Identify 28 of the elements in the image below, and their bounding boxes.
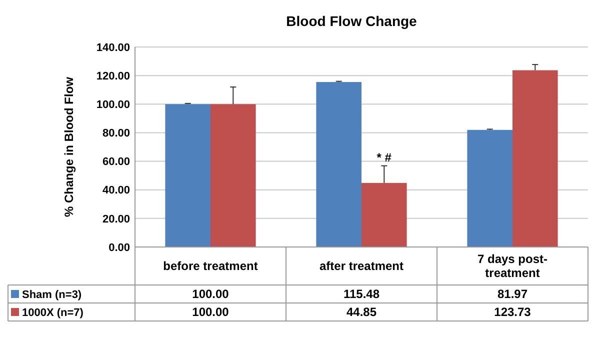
y-tick-label: 40.00 <box>102 184 130 197</box>
bar <box>362 182 407 247</box>
legend-label: Sham (n=3) <box>22 288 82 301</box>
data-label: 123.73 <box>494 305 532 320</box>
data-label: 100.00 <box>192 287 230 302</box>
bar <box>512 70 558 247</box>
y-tick-label: 100.00 <box>96 98 130 111</box>
x-tick-label: 7 days post-treatment <box>477 252 548 280</box>
y-axis-title: % Change in Blood Flow <box>62 76 76 217</box>
y-tick-label: 80.00 <box>102 128 130 140</box>
y-tick-label: 60.00 <box>102 156 130 168</box>
data-label: 81.97 <box>497 287 528 302</box>
y-tick-label: 120.00 <box>96 70 130 82</box>
annotation: * # <box>376 150 392 164</box>
bar <box>316 82 362 247</box>
bar <box>165 104 210 247</box>
data-label: 44.85 <box>346 305 377 320</box>
data-label: 100.00 <box>192 305 230 320</box>
chart-title: Blood Flow Change <box>286 13 418 29</box>
y-tick-label: 0.00 <box>108 242 130 254</box>
legend-label: 1000X (n=7) <box>22 306 84 319</box>
bar <box>467 130 512 247</box>
bar <box>210 104 256 247</box>
x-tick-label: after treatment <box>319 259 404 274</box>
x-tick-label: before treatment <box>163 259 258 274</box>
y-tick-label: 20.00 <box>102 213 130 226</box>
y-tick-label: 140.00 <box>96 42 130 54</box>
data-label: 115.48 <box>343 287 380 302</box>
